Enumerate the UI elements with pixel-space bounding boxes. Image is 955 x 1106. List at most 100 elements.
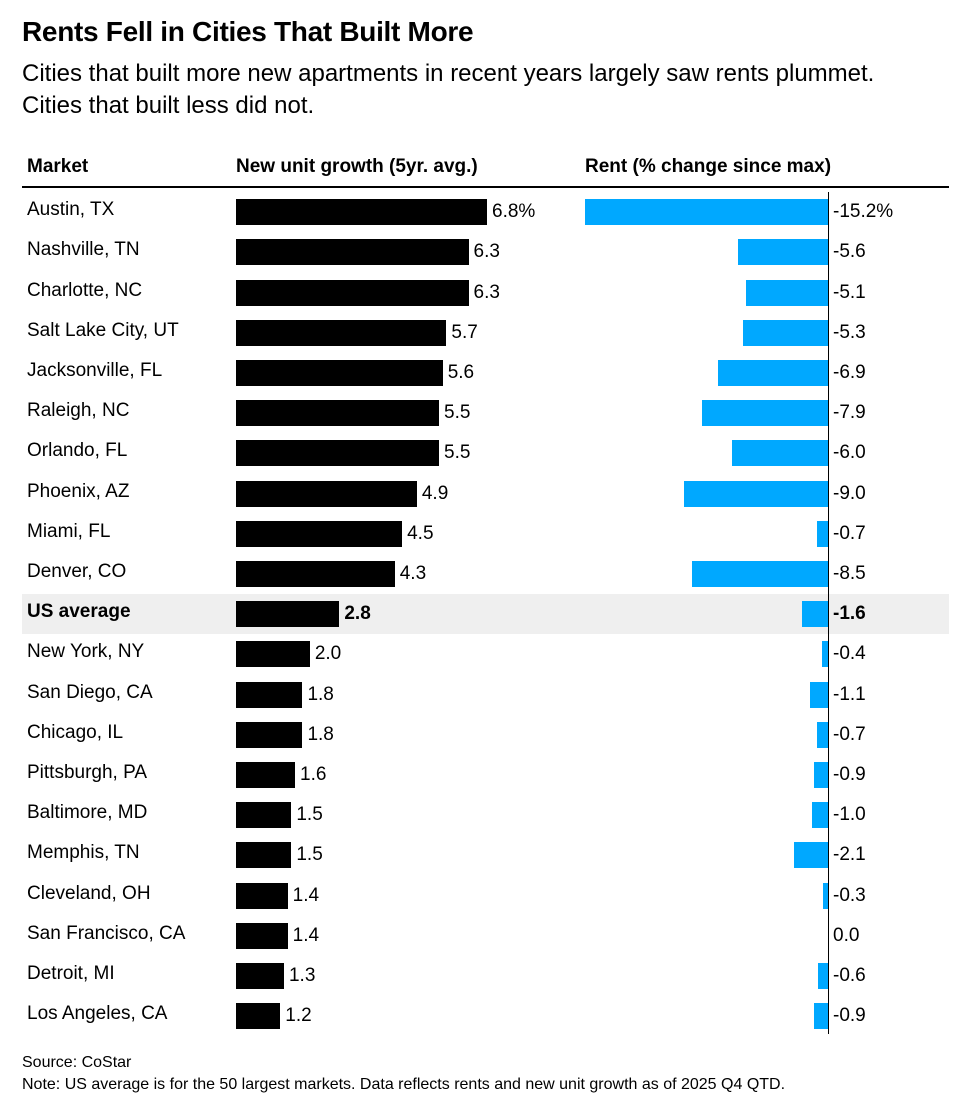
rent-value-memphis-tn: -2.1: [833, 844, 866, 866]
growth-value-memphis-tn: 1.5: [296, 844, 323, 866]
growth-bar-orlando-fl: [236, 440, 439, 467]
growth-value-san-francisco-ca: 1.4: [292, 924, 320, 946]
rent-value-us-average: -1.6: [833, 603, 866, 625]
growth-bar-salt-lake-city-ut: [236, 319, 447, 346]
growth-value-denver-co: 4.3: [399, 562, 427, 584]
rent-value-raleigh-nc: -7.9: [833, 402, 866, 424]
growth-value-jacksonville-fl: 5.6: [447, 361, 475, 383]
growth-value-miami-fl: 4.5: [407, 522, 434, 544]
market-label-san-francisco-ca: San Francisco, CA: [27, 922, 186, 944]
growth-bar-san-diego-ca: [236, 681, 303, 708]
growth-value-us-average: 2.8: [344, 603, 371, 625]
footnote: Note: US average is for the 50 largest m…: [22, 1076, 786, 1093]
rent-value-san-diego-ca: -1.1: [833, 683, 866, 705]
rent-bar-new-york-ny: [821, 641, 828, 668]
rent-bar-austin-tx: [585, 199, 828, 226]
market-label-chicago-il: Chicago, IL: [27, 721, 124, 743]
growth-bar-phoenix-az: [236, 480, 417, 507]
growth-value-phoenix-az: 4.9: [421, 482, 449, 504]
growth-value-pittsburgh-pa: 1.6: [300, 763, 327, 785]
rent-value-austin-tx: -15.2%: [833, 201, 894, 223]
column-header-rent: Rent (% change since max): [585, 156, 832, 177]
growth-bar-memphis-tn: [236, 842, 292, 869]
growth-bar-raleigh-nc: [236, 400, 439, 427]
growth-bar-detroit-mi: [236, 962, 284, 989]
rent-bar-miami-fl: [816, 520, 828, 547]
rent-bar-jacksonville-fl: [717, 359, 828, 386]
growth-value-chicago-il: 1.8: [307, 723, 334, 745]
growth-value-cleveland-oh: 1.4: [292, 884, 320, 906]
growth-value-charlotte-nc: 6.3: [473, 281, 500, 303]
rent-value-phoenix-az: -9.0: [833, 482, 866, 504]
rent-value-baltimore-md: -1.0: [833, 804, 866, 826]
market-label-raleigh-nc: Raleigh, NC: [27, 400, 130, 422]
growth-bar-chicago-il: [236, 721, 303, 748]
rent-value-salt-lake-city-ut: -5.3: [833, 321, 866, 343]
rent-bar-los-angeles-ca: [813, 1003, 828, 1030]
market-label-san-diego-ca: San Diego, CA: [27, 681, 153, 703]
market-label-baltimore-md: Baltimore, MD: [27, 802, 148, 824]
market-label-new-york-ny: New York, NY: [27, 641, 145, 663]
growth-value-new-york-ny: 2.0: [314, 643, 342, 665]
rent-bar-salt-lake-city-ut: [743, 319, 828, 346]
growth-bar-charlotte-nc: [236, 279, 469, 306]
market-label-nashville-tn: Nashville, TN: [27, 239, 140, 261]
rent-bar-baltimore-md: [812, 802, 828, 829]
rent-bar-charlotte-nc: [746, 279, 828, 306]
growth-value-detroit-mi: 1.3: [288, 964, 316, 986]
rent-value-san-francisco-ca: 0.0: [833, 924, 860, 946]
growth-bar-los-angeles-ca: [236, 1003, 281, 1030]
rent-bar-detroit-mi: [818, 962, 828, 989]
rent-value-pittsburgh-pa: -0.9: [833, 763, 866, 785]
growth-value-san-diego-ca: 1.8: [307, 683, 334, 705]
rent-value-new-york-ny: -0.4: [833, 643, 866, 665]
growth-value-nashville-tn: 6.3: [473, 241, 500, 263]
growth-value-orlando-fl: 5.5: [444, 442, 471, 464]
growth-bar-nashville-tn: [236, 239, 469, 266]
highlight-row-background: [22, 594, 949, 634]
rent-value-charlotte-nc: -5.1: [833, 281, 866, 303]
market-label-charlotte-nc: Charlotte, NC: [27, 279, 143, 301]
rent-bar-raleigh-nc: [701, 400, 828, 427]
market-label-orlando-fl: Orlando, FL: [27, 440, 128, 462]
rent-value-los-angeles-ca: -0.9: [833, 1005, 866, 1027]
market-label-memphis-tn: Memphis, TN: [27, 842, 140, 864]
growth-value-baltimore-md: 1.5: [296, 804, 323, 826]
market-label-phoenix-az: Phoenix, AZ: [27, 480, 130, 502]
growth-value-salt-lake-city-ut: 5.7: [451, 321, 478, 343]
rent-value-chicago-il: -0.7: [833, 723, 866, 745]
rent-value-miami-fl: -0.7: [833, 522, 866, 544]
rent-bar-pittsburgh-pa: [813, 761, 828, 788]
column-header-market: Market: [27, 156, 89, 177]
growth-bar-baltimore-md: [236, 802, 292, 829]
chart-title: Rents Fell in Cities That Built More: [22, 16, 474, 47]
growth-bar-jacksonville-fl: [236, 359, 443, 386]
growth-bar-us-average: [236, 601, 340, 628]
market-label-cleveland-oh: Cleveland, OH: [27, 882, 151, 904]
growth-bar-new-york-ny: [236, 641, 310, 668]
market-label-denver-co: Denver, CO: [27, 560, 127, 582]
rent-bar-cleveland-oh: [823, 882, 828, 909]
rent-value-orlando-fl: -6.0: [833, 442, 866, 464]
rent-zero-axis: [828, 192, 829, 1034]
market-label-miami-fl: Miami, FL: [27, 520, 111, 542]
rent-bar-memphis-tn: [794, 842, 828, 869]
rent-value-nashville-tn: -5.6: [833, 241, 866, 263]
rent-bar-nashville-tn: [738, 239, 828, 266]
rent-value-cleveland-oh: -0.3: [833, 884, 866, 906]
growth-bar-denver-co: [236, 560, 395, 587]
growth-value-los-angeles-ca: 1.2: [285, 1005, 312, 1027]
rent-bar-chicago-il: [816, 721, 828, 748]
market-label-jacksonville-fl: Jacksonville, FL: [27, 359, 163, 381]
market-label-us-average: US average: [27, 601, 131, 623]
column-header-growth: New unit growth (5yr. avg.): [236, 156, 478, 177]
rent-bar-us-average: [802, 601, 828, 628]
rent-value-denver-co: -8.5: [833, 562, 866, 584]
growth-bar-pittsburgh-pa: [236, 761, 296, 788]
market-label-salt-lake-city-ut: Salt Lake City, UT: [27, 319, 179, 341]
growth-bar-cleveland-oh: [236, 882, 288, 909]
growth-value-raleigh-nc: 5.5: [444, 402, 471, 424]
header-rule: [22, 186, 949, 188]
growth-bar-austin-tx: [236, 199, 487, 226]
